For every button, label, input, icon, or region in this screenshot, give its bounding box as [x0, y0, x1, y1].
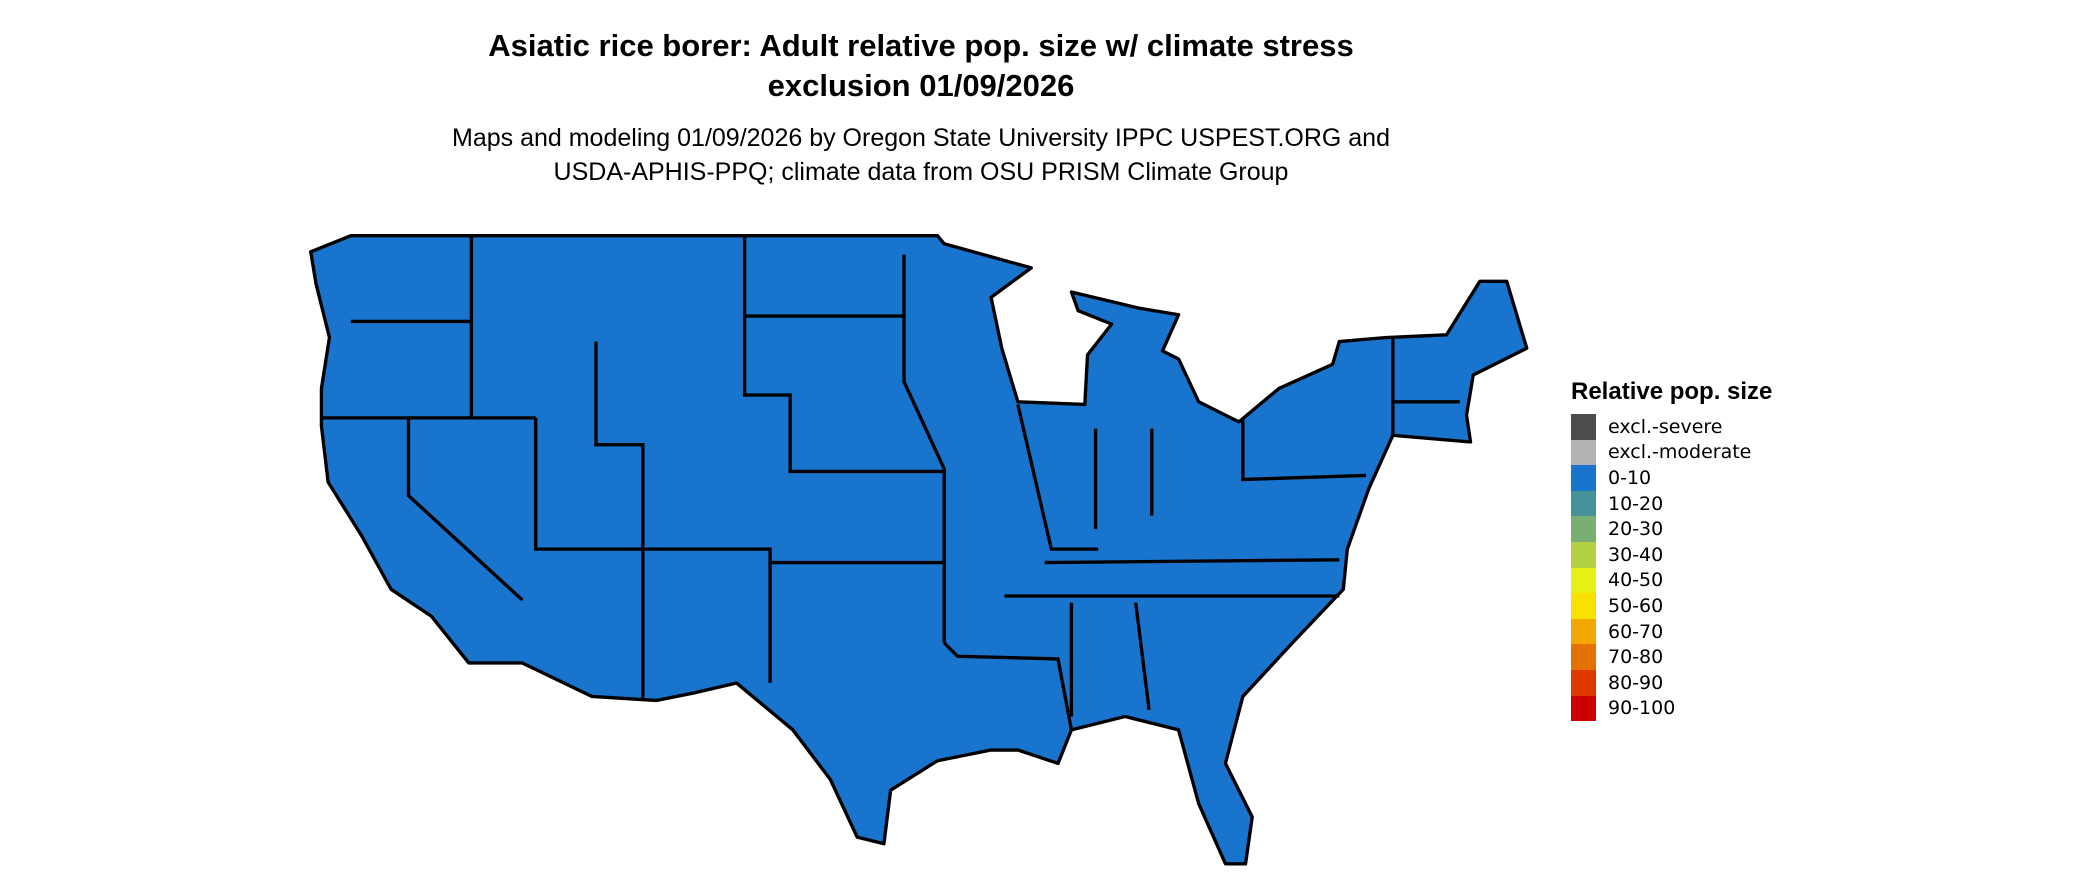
legend-item: 90-100: [1571, 695, 1772, 722]
legend-item: 0-10: [1571, 465, 1772, 491]
legend-swatch: [1571, 669, 1596, 696]
legend-label: 70-80: [1608, 646, 1664, 669]
legend-swatch: [1571, 439, 1596, 466]
legend-label: excl.-severe: [1608, 415, 1723, 438]
map-title-line1: Asiatic rice borer: Adult relative pop. …: [488, 28, 1354, 63]
legend-label: 50-60: [1608, 594, 1664, 617]
legend-swatch: [1571, 490, 1596, 517]
legend-item: 50-60: [1571, 593, 1772, 619]
state-borders: [321, 235, 1460, 731]
legend-swatch: [1571, 516, 1596, 542]
subtitle-line1: Maps and modeling 01/09/2026 by Oregon S…: [452, 124, 1390, 152]
legend-item: 40-50: [1571, 567, 1772, 594]
legend-item: 60-70: [1571, 618, 1772, 645]
legend-swatch: [1571, 541, 1596, 568]
legend-label: 60-70: [1608, 620, 1664, 643]
legend: Relative pop. size excl.-severe excl.-mod…: [1571, 378, 1773, 722]
legend-swatch: [1571, 593, 1596, 619]
legend-label: 20-30: [1608, 518, 1664, 541]
legend-item: 20-30: [1571, 516, 1772, 542]
legend-label: 40-50: [1608, 569, 1664, 592]
legend-label: 10-20: [1608, 492, 1664, 515]
legend-item: 10-20: [1571, 490, 1772, 517]
legend-item: 30-40: [1571, 541, 1772, 568]
us-outline: [309, 234, 1529, 866]
legend-item: excl.-moderate: [1571, 439, 1772, 466]
legend-swatch: [1571, 618, 1596, 645]
legend-label: 0-10: [1608, 466, 1652, 489]
legend-label: excl.-moderate: [1608, 441, 1752, 464]
map-title-line2: exclusion 01/09/2026: [767, 68, 1075, 103]
legend-swatch: [1571, 644, 1596, 670]
legend-item: 80-90: [1571, 669, 1772, 696]
legend-item: excl.-severe: [1571, 414, 1772, 440]
legend-swatch: [1571, 695, 1596, 722]
legend-swatch: [1571, 414, 1596, 440]
subtitle-line2: USDA-APHIS-PPQ; climate data from OSU PR…: [553, 158, 1289, 186]
legend-item: 70-80: [1571, 644, 1772, 670]
legend-swatch: [1571, 465, 1596, 491]
legend-label: 90-100: [1608, 697, 1676, 720]
legend-title: Relative pop. size: [1571, 378, 1773, 405]
legend-label: 80-90: [1608, 671, 1664, 694]
legend-swatch: [1571, 567, 1596, 594]
legend-label: 30-40: [1608, 543, 1664, 566]
